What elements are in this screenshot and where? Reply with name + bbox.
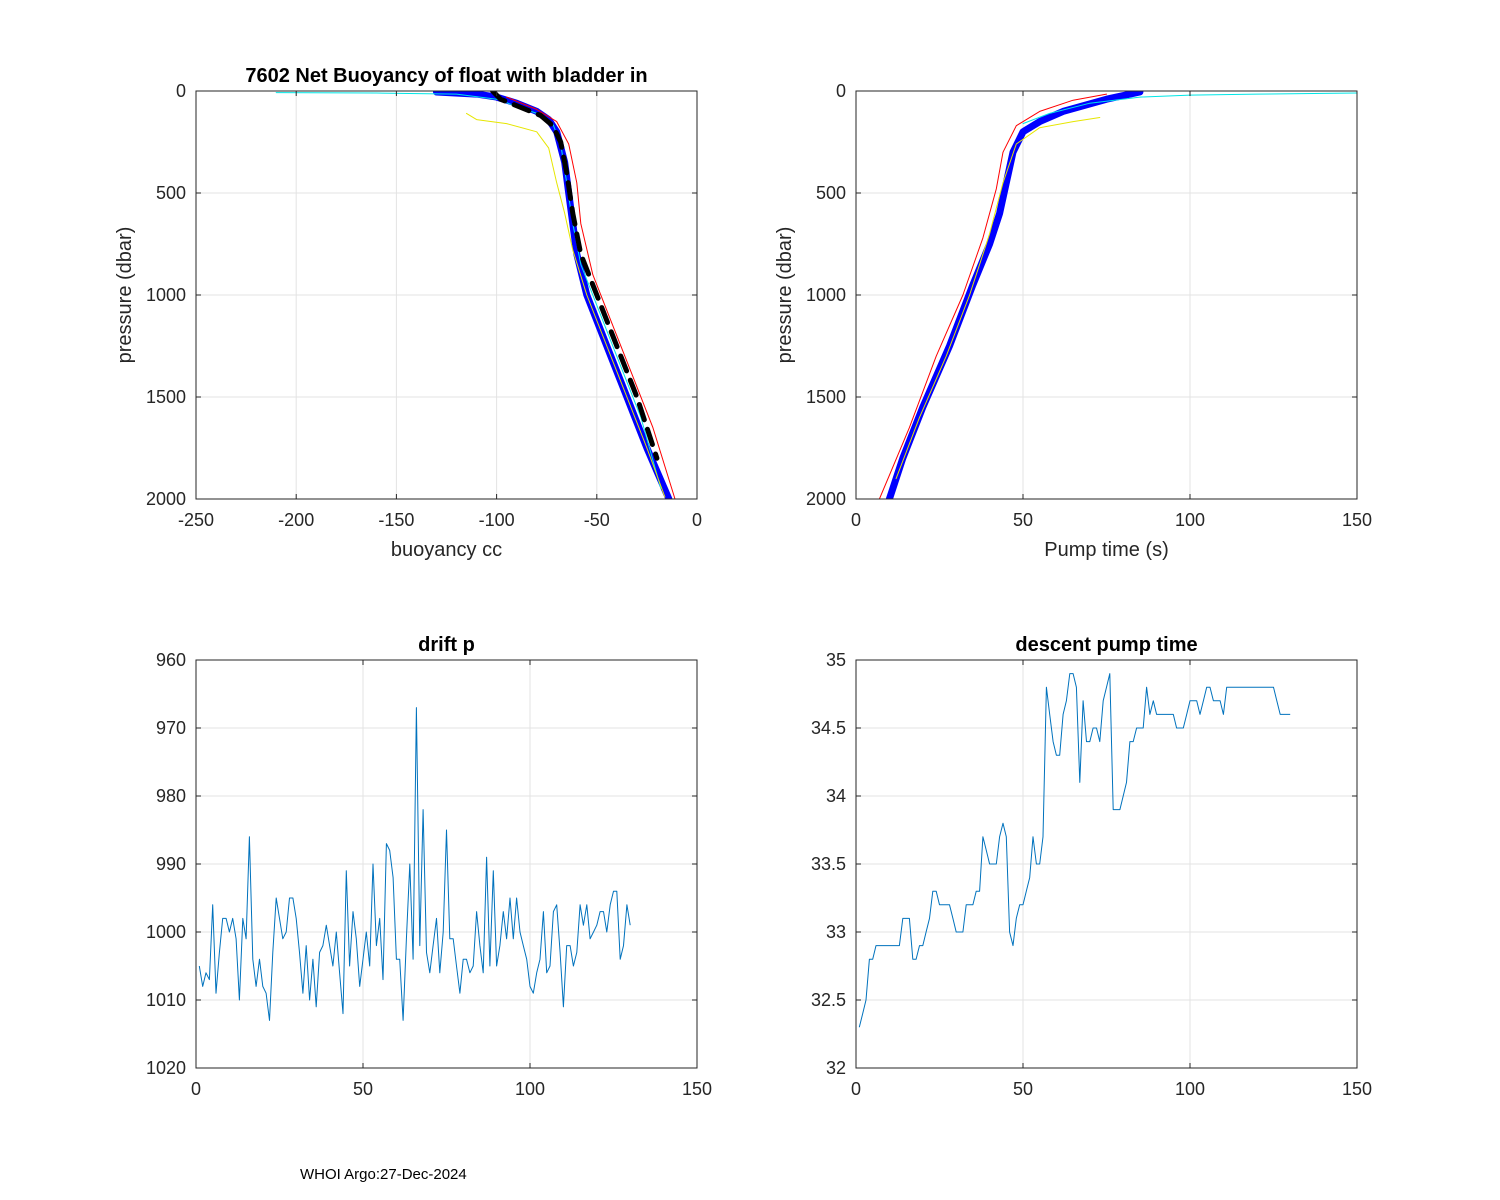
y-tick-label: 1000 (146, 285, 186, 305)
chart-title: 7602 Net Buoyancy of float with bladder … (245, 65, 647, 87)
y-tick-label: 2000 (806, 489, 846, 509)
descent-pump-time-chart: 0 50 100 150 32 32.5 33 33.5 34 34.5 35 descent pum… (811, 634, 1372, 1099)
y-tick-label: 0 (836, 81, 846, 101)
buoyancy-profile-chart: -250 -200 -150 -100 -50 0 0 500 1000 1500 2000 7602… (114, 65, 702, 561)
x-tick-label: -250 (178, 510, 214, 530)
y-tick-label: 34 (826, 786, 846, 806)
x-tick-label: -200 (278, 510, 314, 530)
series-line-2 (466, 112, 666, 498)
x-tick-label: 50 (1013, 510, 1033, 530)
x-tick-label: 100 (1175, 510, 1205, 530)
x-tick-label: -50 (584, 510, 610, 530)
y-tick-label: 33 (826, 922, 846, 942)
y-tick-label: 1000 (146, 922, 186, 942)
x-tick-label: 150 (682, 1079, 712, 1099)
footer-text: WHOI Argo:27-Dec-2024 (300, 1166, 467, 1183)
y-tick-label: 980 (156, 786, 186, 806)
y-tick-label: 34.5 (811, 718, 846, 738)
y-tick-label: 2000 (146, 489, 186, 509)
series-line-1 (1022, 92, 1357, 125)
x-tick-label: 100 (1175, 1079, 1205, 1099)
x-axis-label: buoyancy cc (391, 539, 502, 561)
chart-title: descent pump time (1015, 634, 1197, 656)
x-tick-label: 0 (851, 1079, 861, 1099)
y-tick-label: 500 (156, 183, 186, 203)
plot-lines (878, 91, 1357, 499)
y-tick-label: 1010 (146, 990, 186, 1010)
x-tick-label: 150 (1342, 510, 1372, 530)
y-tick-label: 1000 (806, 285, 846, 305)
x-tick-label: 100 (515, 1079, 545, 1099)
plot-lines (198, 707, 631, 1021)
plot-lines (275, 91, 676, 499)
series-line-4 (490, 91, 660, 461)
y-tick-label: 1500 (806, 387, 846, 407)
series-line-3 (506, 96, 676, 499)
y-tick-label: 970 (156, 718, 186, 738)
x-tick-label: -100 (479, 510, 515, 530)
y-tick-label: 500 (816, 183, 846, 203)
y-tick-label: 32 (826, 1058, 846, 1078)
y-tick-label: 35 (826, 650, 846, 670)
y-axis-label: pressure (dbar) (774, 227, 796, 364)
x-axis-label: Pump time (s) (1044, 539, 1168, 561)
series-line (858, 673, 1291, 1028)
x-tick-label: 150 (1342, 1079, 1372, 1099)
drift-pressure-chart: 0 50 100 150 960 970 980 990 1000 1010 1020 drift p (146, 634, 712, 1099)
y-tick-label: 32.5 (811, 990, 846, 1010)
y-tick-label: 960 (156, 650, 186, 670)
chart-title: drift p (418, 634, 475, 656)
y-tick-label: 990 (156, 854, 186, 874)
series-line-2 (895, 117, 1101, 480)
y-tick-label: 0 (176, 81, 186, 101)
series-line (198, 707, 631, 1021)
plot-lines (858, 673, 1291, 1028)
x-tick-label: 50 (1013, 1079, 1033, 1099)
x-tick-label: 0 (851, 510, 861, 530)
y-tick-label: 1020 (146, 1058, 186, 1078)
series-line-3 (878, 93, 1107, 499)
series-line-0 (885, 91, 1144, 499)
y-tick-label: 1500 (146, 387, 186, 407)
x-tick-label: -150 (378, 510, 414, 530)
y-axis-label: pressure (dbar) (114, 227, 136, 364)
x-tick-label: 0 (692, 510, 702, 530)
x-tick-label: 50 (353, 1079, 373, 1099)
y-tick-label: 33.5 (811, 854, 846, 874)
x-tick-label: 0 (191, 1079, 201, 1099)
